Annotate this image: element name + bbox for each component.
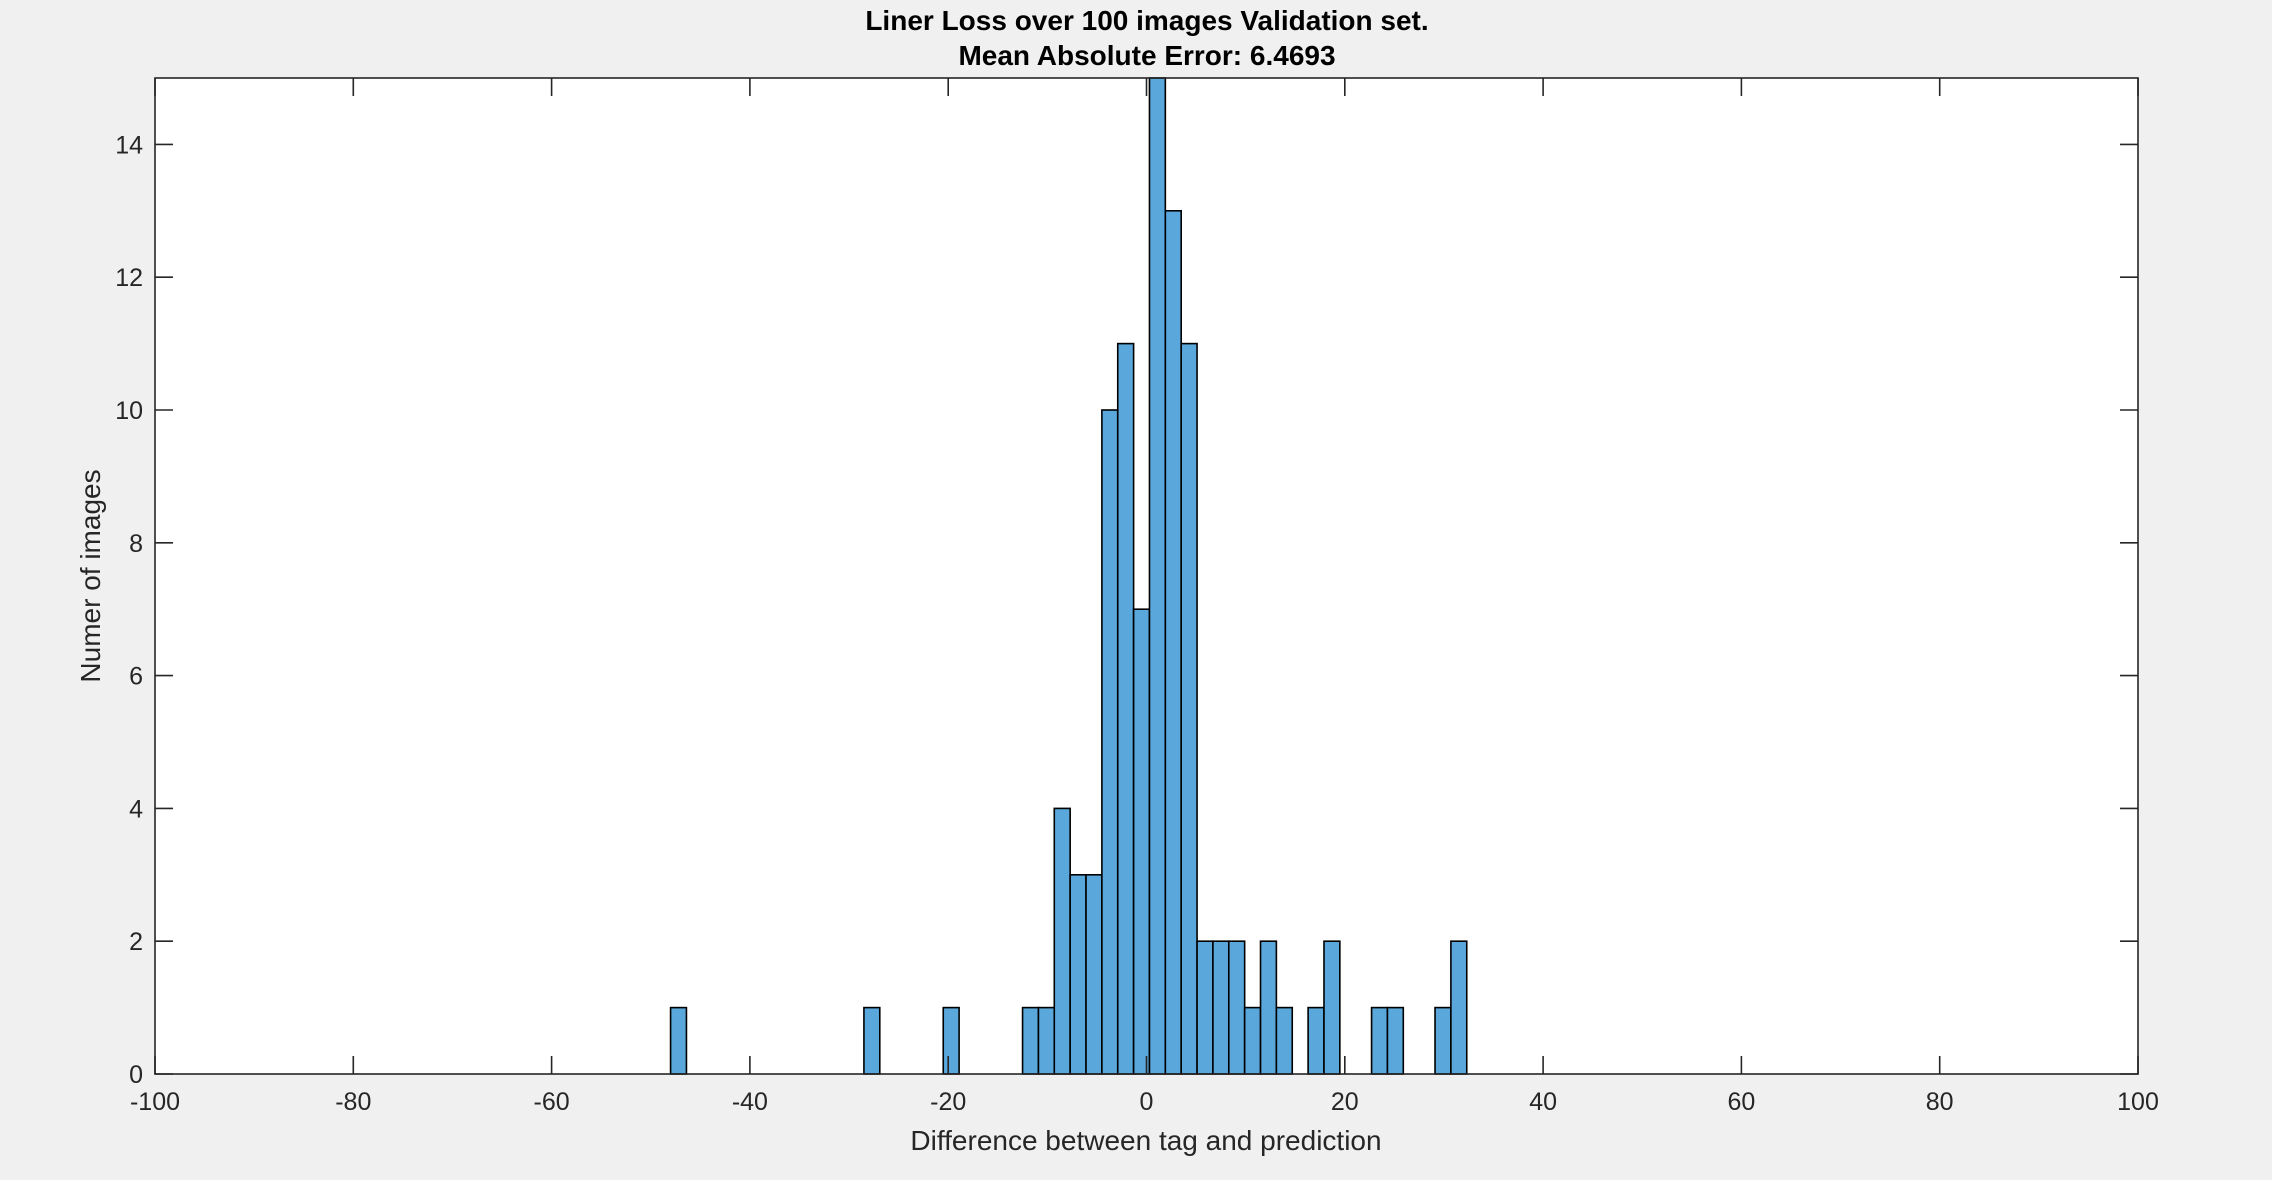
y-tick-label: 12 [115, 264, 143, 292]
histogram-bar [1132, 608, 1151, 1075]
histogram-bar [1069, 873, 1087, 1075]
y-tick-label: 10 [115, 397, 143, 425]
histogram-bar [1101, 409, 1119, 1075]
histogram-bar [1053, 807, 1071, 1075]
histogram-bar [1386, 1006, 1405, 1075]
histogram-bar [1323, 940, 1341, 1075]
x-tick-labels: -100 -80 -60 -40 -20 0 20 40 60 80 100 [130, 1088, 2159, 1116]
histogram-bar [1164, 210, 1182, 1075]
x-tick-label: -80 [335, 1088, 371, 1116]
x-tick-label: -60 [534, 1088, 570, 1116]
histogram-bar [863, 1006, 881, 1075]
x-tick-label: -20 [930, 1088, 966, 1116]
x-tick-label: 0 [1140, 1088, 1154, 1116]
histogram-bar [1148, 77, 1167, 1075]
x-tick-label: 20 [1331, 1088, 1359, 1116]
y-tick-labels: 0 2 4 6 8 10 12 14 [115, 131, 143, 1089]
histogram-bar [1370, 1006, 1389, 1075]
x-tick-label: 40 [1529, 1088, 1557, 1116]
histogram-bar [1196, 940, 1214, 1075]
x-tick-label: -100 [130, 1088, 180, 1116]
y-tick-label: 8 [129, 530, 143, 558]
x-tick-label: 60 [1727, 1088, 1755, 1116]
x-axis-label: Difference between tag and prediction [910, 1125, 1381, 1156]
y-tick-label: 4 [129, 795, 143, 823]
x-tick-label: 80 [1926, 1088, 1954, 1116]
histogram-bar [1116, 342, 1135, 1075]
histogram-bar [1212, 940, 1230, 1075]
histogram-bar [1180, 342, 1198, 1075]
histogram-bar [942, 1006, 960, 1075]
y-tick-label: 0 [129, 1061, 143, 1089]
x-tick-label: -40 [732, 1088, 768, 1116]
histogram-bar [1450, 940, 1468, 1075]
y-tick-label: 14 [115, 131, 143, 159]
histogram-bar [1227, 940, 1246, 1075]
y-tick-label: 6 [129, 663, 143, 691]
histogram-bar [1434, 1006, 1452, 1075]
chart-subtitle: Mean Absolute Error: 6.4693 [958, 40, 1335, 71]
histogram-bar [669, 1006, 688, 1075]
histogram-bar [1021, 1006, 1040, 1075]
histogram-bar [1243, 1006, 1262, 1075]
histogram-bar [1037, 1006, 1056, 1075]
histogram-bar [1275, 1006, 1294, 1075]
histogram-bar [1085, 873, 1103, 1075]
y-tick-label: 2 [129, 928, 143, 956]
y-axis-label: Numer of images [75, 469, 106, 682]
x-tick-label: 100 [2117, 1088, 2159, 1116]
histogram-bar [1259, 940, 1278, 1075]
histogram-bar [1307, 1006, 1325, 1075]
chart-title: Liner Loss over 100 images Validation se… [865, 5, 1428, 36]
axes-box [154, 77, 2139, 1075]
